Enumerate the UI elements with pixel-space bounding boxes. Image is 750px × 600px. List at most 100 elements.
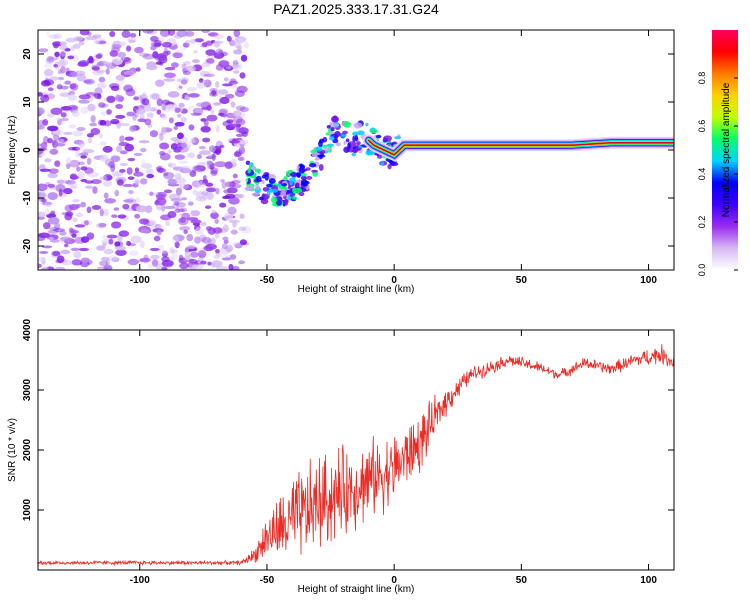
spectrogram-noise-cell [113, 207, 120, 211]
spectrogram-noise-cell [180, 207, 188, 213]
spectrogram-ridge-cell [296, 172, 302, 178]
spectrogram-noise-cell [213, 254, 221, 260]
spectrogram-noise-cell [42, 118, 49, 126]
spectrogram-noise-cell [158, 250, 170, 255]
spectrogram-noise-cell [39, 250, 49, 254]
spectrogram-noise-cell [179, 226, 191, 231]
spectrogram-noise-cell [86, 57, 95, 64]
spectrogram-noise-cell [55, 184, 66, 193]
snr-xtick-label: 0 [391, 575, 397, 586]
spectrogram-xtick-label: 100 [640, 275, 657, 286]
spectrogram-noise-cell [158, 55, 168, 64]
spectrogram-noise-cell [193, 49, 198, 54]
spectrogram-noise-cell [84, 180, 94, 184]
spectrogram-noise-cell [200, 221, 207, 226]
spectrogram-noise-cell [151, 93, 161, 100]
spectrogram-noise-cell [163, 78, 176, 82]
snr-xtick-label: -100 [130, 575, 150, 586]
spectrogram-noise-cell [129, 125, 137, 132]
spectrogram-noise-cell [135, 67, 141, 72]
spectrogram-ridge-cell [253, 179, 262, 183]
spectrogram-noise-cell [202, 179, 207, 185]
spectrogram-noise-cell [209, 87, 218, 94]
spectrogram-noise-cell [85, 185, 94, 189]
spectrogram-noise-cell [100, 111, 108, 116]
spectrogram-noise-cell [60, 65, 66, 74]
spectrogram-noise-cell [223, 77, 229, 82]
spectrogram-noise-cell [198, 78, 204, 83]
spectrogram-noise-cell [64, 204, 74, 212]
spectrogram-ridge-cell [289, 193, 294, 197]
spectrogram-noise-cell [56, 84, 63, 90]
spectrogram-noise-cell [168, 117, 174, 124]
snr-axes: -100 -50 0 50 100 1000 2000 3000 4000 [22, 318, 674, 586]
spectrogram-noise-cell [47, 192, 58, 201]
spectrogram-noise-cell [52, 251, 61, 257]
spectrogram-noise-cell [103, 61, 112, 65]
spectrogram-noise-cell [96, 245, 106, 251]
spectrogram-noise-cell [108, 255, 118, 262]
spectrogram-noise-cell [173, 125, 179, 130]
spectrogram-noise-cell [72, 130, 84, 137]
spectrogram-noise-cell [159, 133, 164, 141]
spectrogram-noise-cell [226, 35, 232, 42]
spectrogram-noise-cell [206, 114, 218, 122]
spectrogram-noise-cell [180, 116, 188, 123]
spectrogram-noise-cell [199, 79, 209, 83]
spectrogram-noise-cell [178, 183, 190, 190]
spectrogram-noise-cell [167, 210, 177, 219]
spectrogram-noise-cell [60, 51, 67, 57]
spectrogram-xtick-label: -50 [260, 275, 275, 286]
spectrogram-noise-cell [126, 45, 132, 52]
spectrogram-noise-cell [47, 93, 56, 100]
spectrogram-noise-cell [134, 46, 144, 54]
spectrogram-noise-cell [75, 150, 81, 158]
spectrogram-ylabel: Frequency (Hz) [7, 116, 18, 185]
spectrogram-ytick-label: 0 [22, 147, 33, 153]
spectrogram-noise-cell [81, 220, 93, 226]
spectrogram-noise-cell [205, 182, 214, 187]
spectrogram-noise-cell [161, 266, 168, 270]
spectrogram-ridge-cell [342, 130, 348, 135]
spectrogram-noise-cell [78, 247, 90, 252]
spectrogram-noise-cell [78, 40, 85, 46]
snr-series-line [38, 344, 674, 567]
snr-xtick-label: 100 [640, 575, 657, 586]
colorbar [712, 30, 738, 270]
spectrogram-noise-cell [119, 123, 131, 127]
spectrogram-noise-cell [201, 236, 212, 244]
spectrogram-noise-cell [159, 153, 171, 161]
spectrogram-noise-cell [210, 167, 219, 174]
spectrogram-noise-cell [222, 224, 229, 233]
spectrogram-noise-cell [155, 197, 167, 206]
spectrogram-noise-cell [149, 219, 157, 227]
spectrogram-noise-cell [215, 81, 220, 88]
spectrogram-noise-cell [70, 186, 78, 190]
spectrogram-noise-cell [215, 148, 222, 156]
spectrogram-noise-cell [176, 113, 182, 118]
spectrogram-noise-cell [236, 85, 248, 93]
spectrogram-noise-cell [164, 66, 176, 71]
spectrogram-ridge-cell [330, 126, 335, 132]
spectrogram-noise-cell [94, 87, 103, 95]
spectrogram-noise-cell [186, 86, 197, 92]
spectrogram-ridge-cell [255, 183, 260, 191]
spectrogram-noise-cell [180, 79, 188, 85]
spectrogram-noise-cell [139, 52, 150, 57]
spectrogram-noise-cell [172, 52, 183, 59]
spectrogram-noise-cell [44, 62, 53, 69]
spectrogram-ridge-cell [357, 130, 365, 136]
spectrogram-noise-cell [206, 192, 214, 201]
spectrogram-noise-cell [44, 158, 52, 163]
spectrogram-noise-cell [122, 183, 134, 188]
spectrogram-ridge-cell [287, 185, 292, 190]
spectrogram-noise-cell [68, 94, 77, 101]
spectrogram-noise-cell [200, 260, 207, 265]
spectrogram-noise-cell [211, 153, 216, 161]
spectrogram-noise-cell [210, 260, 223, 268]
spectrogram-noise-cell [64, 243, 69, 248]
spectrogram-ridge-cell [248, 162, 253, 169]
spectrogram-noise-cell [194, 236, 201, 244]
spectrogram-noise-cell [184, 39, 190, 45]
spectrogram-noise-cell [159, 30, 171, 37]
